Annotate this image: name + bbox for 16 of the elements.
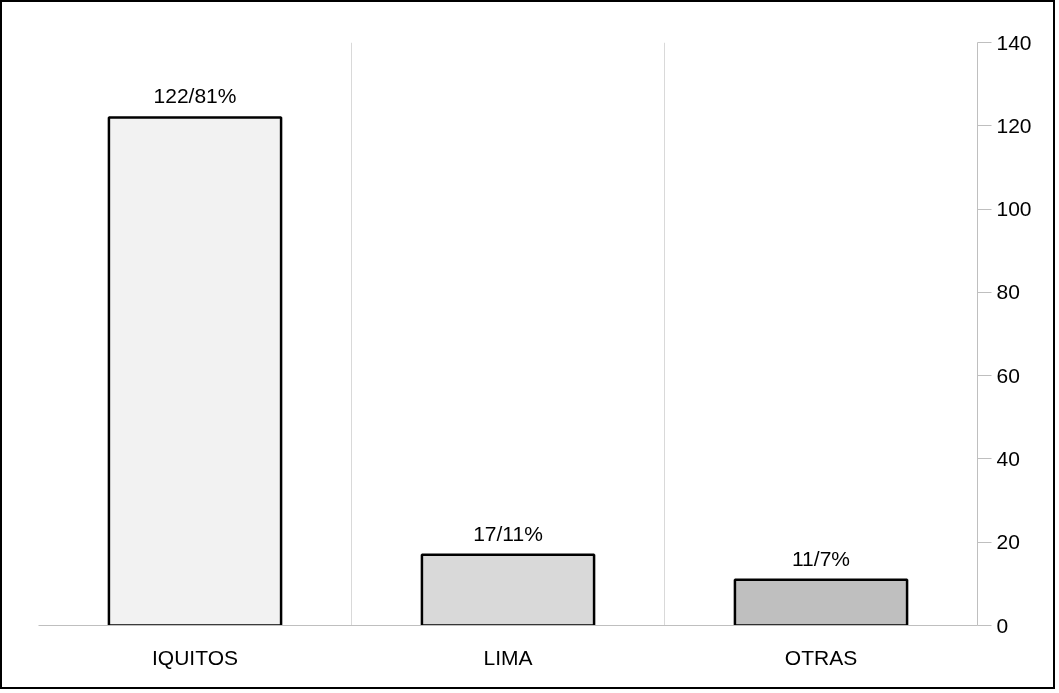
y-tick-label: 100 (996, 197, 1032, 221)
x-tick-label: LIMA (483, 645, 533, 669)
y-tick-label: 20 (996, 530, 1020, 554)
data-label: 17/11% (473, 521, 543, 545)
x-tick-label: IQUITOS (152, 645, 238, 669)
y-tick-label: 120 (996, 113, 1032, 137)
y-tick-label: 140 (996, 30, 1032, 54)
y-tick-label: 80 (996, 280, 1020, 304)
data-label: 122/81% (153, 84, 237, 108)
bar (420, 553, 596, 626)
x-tick-label: OTRAS (784, 645, 858, 669)
bar (107, 116, 283, 626)
data-label: 11/7% (792, 546, 851, 570)
y-tick-label: 40 (996, 446, 1020, 470)
y-tick-label: 60 (996, 363, 1020, 387)
y-tick-label: 0 (996, 613, 1009, 637)
